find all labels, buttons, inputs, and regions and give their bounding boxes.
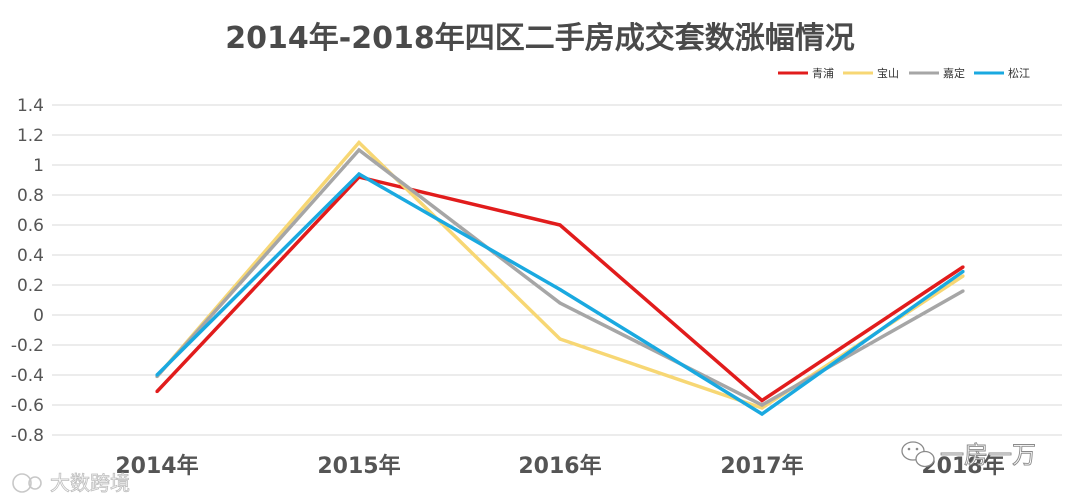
y-tick-label: 0 bbox=[33, 306, 44, 326]
data-point bbox=[760, 406, 764, 410]
data-point bbox=[357, 140, 361, 145]
series-1 bbox=[155, 139, 965, 410]
y-tick-label: -0.4 bbox=[11, 366, 44, 386]
watermark-left-icon bbox=[12, 473, 42, 493]
wechat-icon bbox=[901, 441, 935, 468]
data-point bbox=[760, 412, 764, 416]
x-tick-label: 2017年 bbox=[720, 453, 803, 479]
data-point bbox=[155, 373, 159, 377]
x-axis-ticks: 2014年 2015年 2016年 2017年 2018年 bbox=[115, 453, 1004, 479]
y-tick-label: -0.6 bbox=[11, 396, 44, 416]
legend-item: 宝山 bbox=[843, 66, 899, 80]
data-point bbox=[961, 265, 965, 269]
series-lines bbox=[155, 139, 965, 417]
legend: 青浦 宝山 嘉定 松江 bbox=[778, 66, 1030, 80]
watermark-left: 大数跨境 bbox=[12, 471, 130, 495]
watermark-right: 一房一万 bbox=[901, 441, 1036, 469]
data-point bbox=[155, 389, 159, 394]
y-tick-label: 1.2 bbox=[17, 126, 44, 146]
data-point bbox=[558, 337, 562, 341]
legend-item: 青浦 bbox=[778, 67, 834, 80]
data-point bbox=[961, 289, 965, 293]
legend-label: 宝山 bbox=[877, 66, 899, 80]
x-tick-label: 2016年 bbox=[518, 453, 601, 479]
data-point bbox=[558, 301, 562, 305]
watermark-left-text: 大数跨境 bbox=[50, 471, 130, 495]
legend-label: 松江 bbox=[1008, 66, 1030, 80]
legend-label: 青浦 bbox=[812, 67, 834, 80]
x-tick-label: 2018年 bbox=[921, 453, 1004, 479]
y-tick-label: 0.4 bbox=[17, 246, 44, 266]
legend-item: 嘉定 bbox=[909, 66, 965, 80]
series-line bbox=[155, 147, 964, 407]
legend-label: 嘉定 bbox=[943, 66, 965, 80]
x-tick-label: 2014年 bbox=[115, 453, 198, 479]
series-0 bbox=[155, 175, 965, 403]
chart-title: 2014年-2018年四区二手房成交套数涨幅情况 bbox=[225, 21, 854, 56]
y-tick-label: 0.2 bbox=[17, 276, 44, 296]
data-point bbox=[558, 223, 562, 227]
y-axis-ticks: 1.4 1.2 1 0.8 0.6 0.4 0.2 0 -0.2 -0.4 -0.6 -0.8 bbox=[11, 96, 44, 446]
series-3 bbox=[155, 171, 965, 417]
y-tick-label: -0.2 bbox=[11, 336, 44, 356]
y-tick-label: 1.4 bbox=[17, 96, 44, 116]
x-tick-label: 2015年 bbox=[317, 453, 400, 479]
y-tick-label: 0.8 bbox=[17, 186, 44, 206]
watermark-right-text: 一房一万 bbox=[940, 441, 1036, 469]
grid bbox=[52, 104, 1062, 436]
data-point bbox=[961, 269, 965, 274]
series-line bbox=[155, 139, 964, 410]
series-2 bbox=[155, 147, 965, 407]
data-point bbox=[760, 403, 764, 407]
y-tick-label: -0.8 bbox=[11, 426, 44, 446]
data-point bbox=[961, 274, 965, 278]
data-point bbox=[558, 287, 562, 292]
data-point bbox=[760, 398, 764, 403]
data-point bbox=[357, 172, 361, 176]
y-tick-label: 1 bbox=[33, 156, 44, 176]
y-tick-label: 0.6 bbox=[17, 216, 44, 236]
series-line bbox=[155, 171, 965, 417]
legend-item: 松江 bbox=[974, 66, 1030, 80]
data-point bbox=[357, 148, 361, 152]
